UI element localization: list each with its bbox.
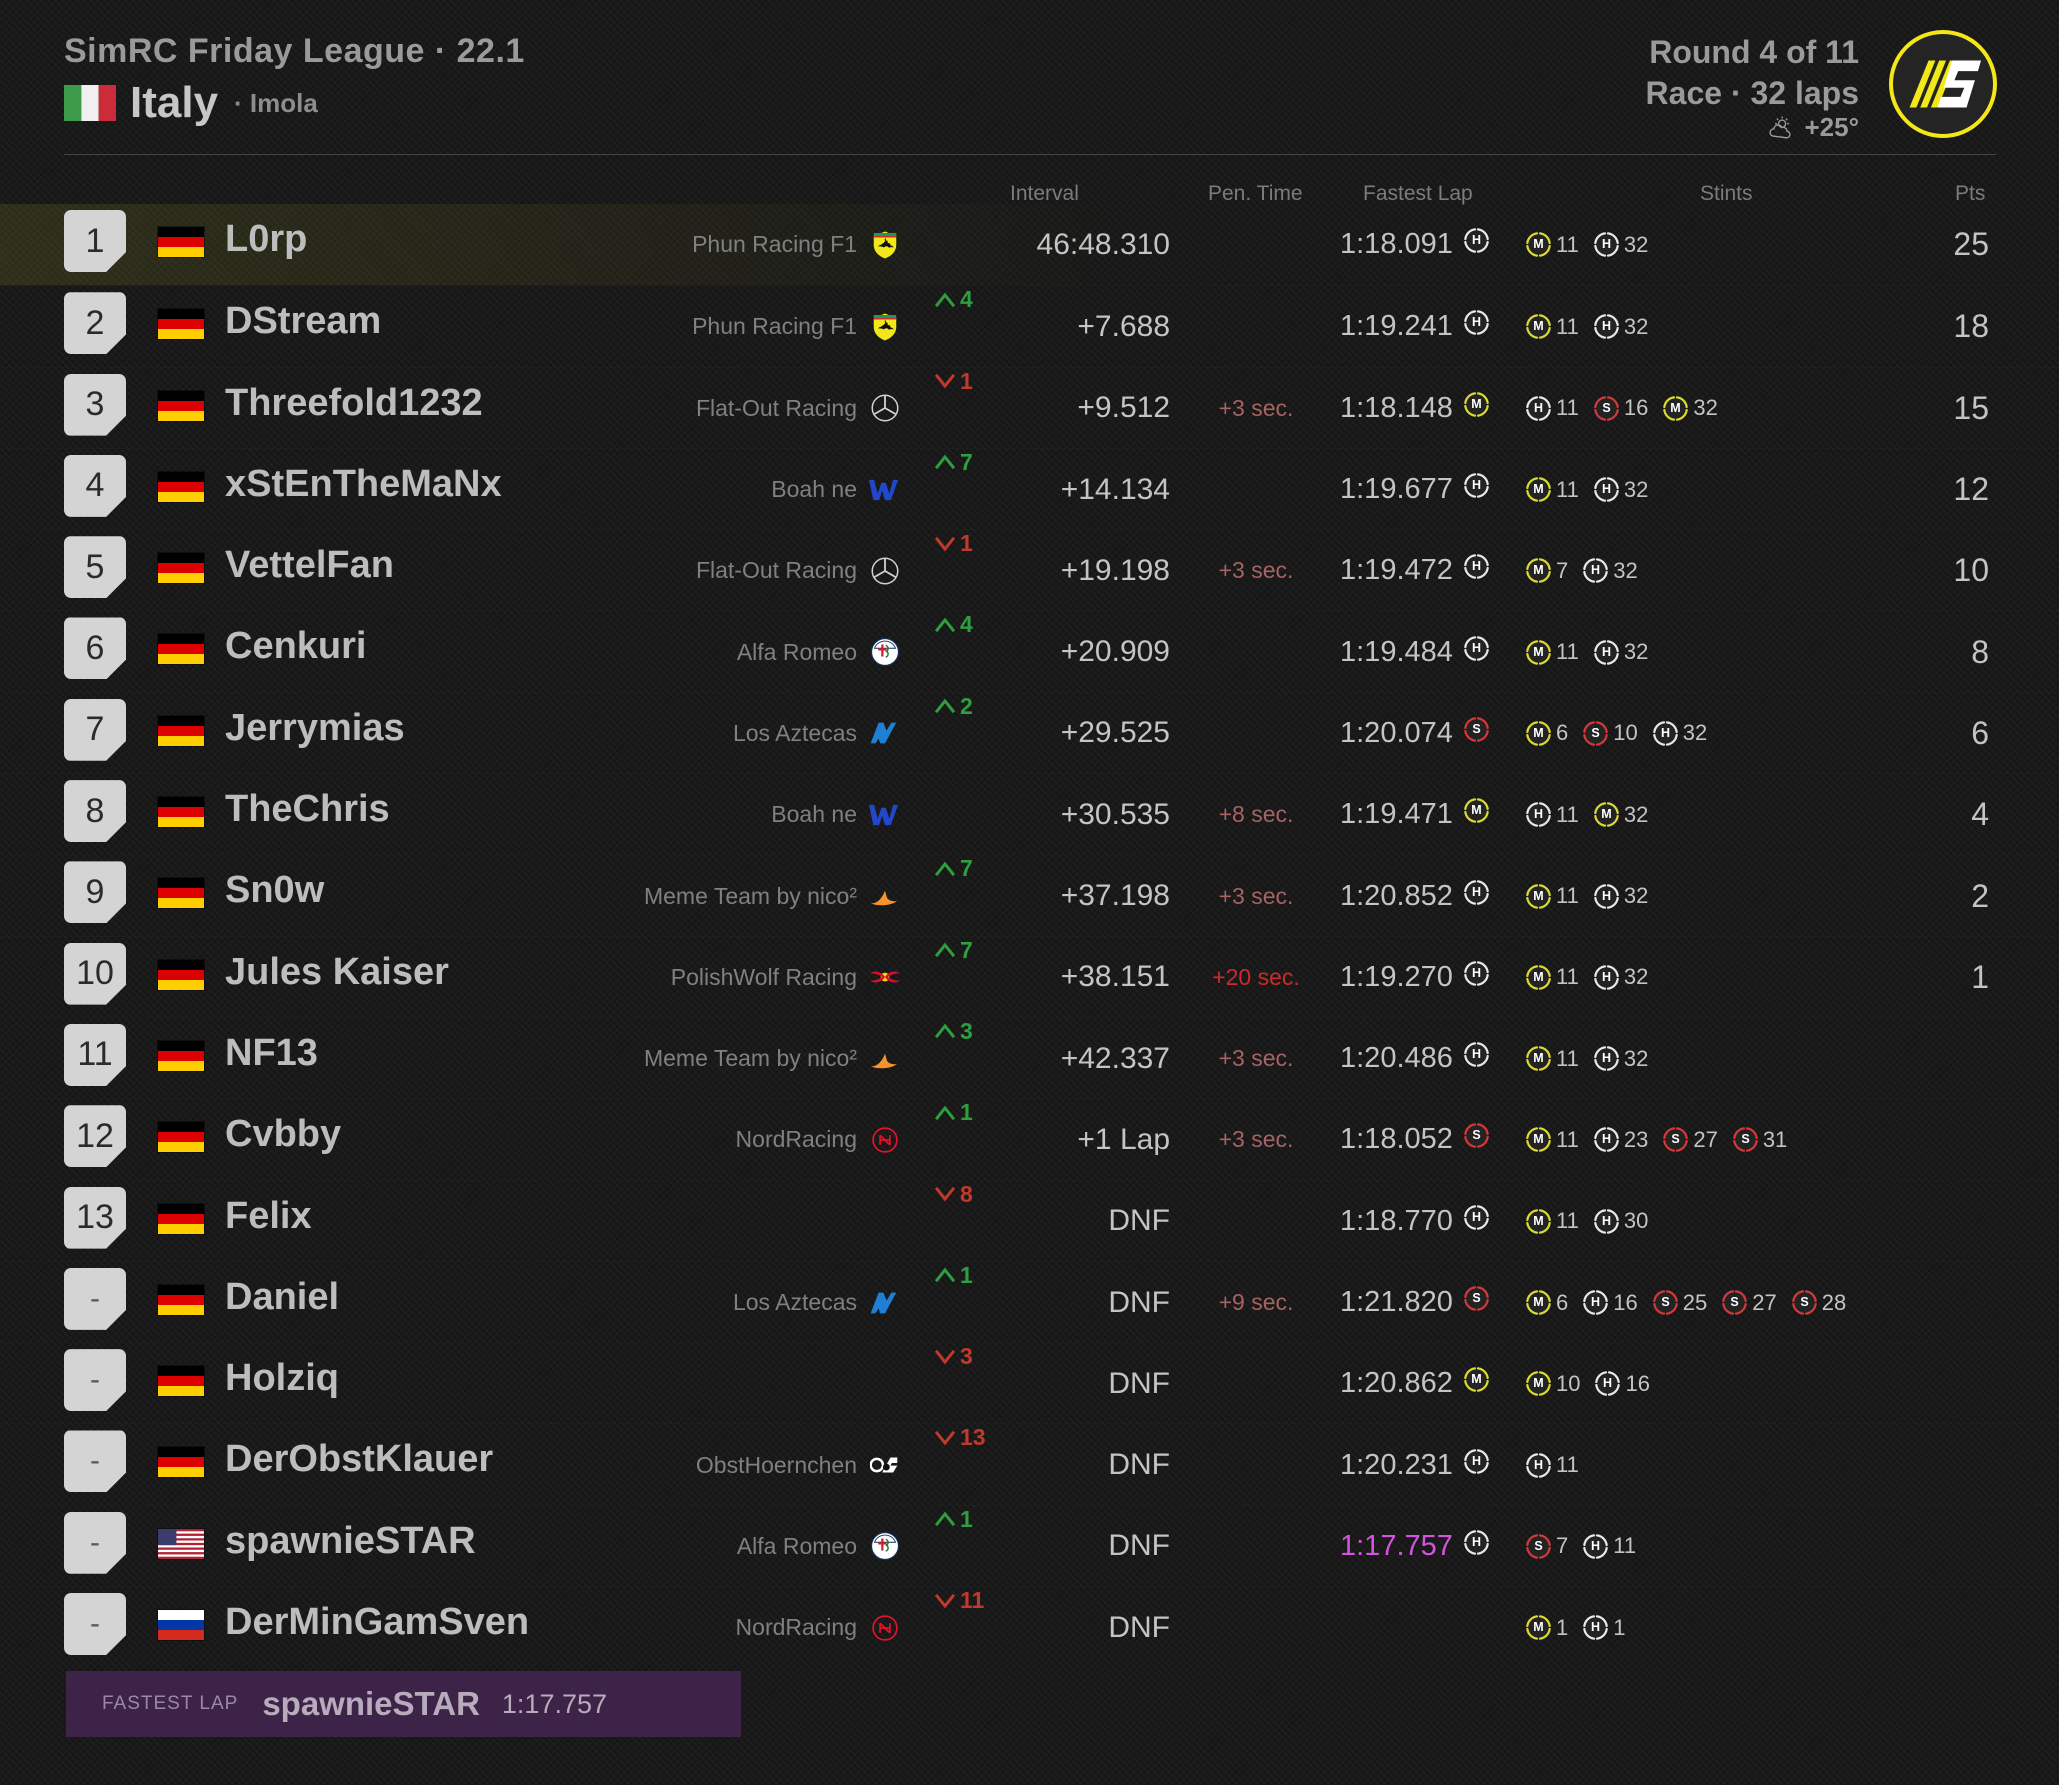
svg-text:H: H [1472,1210,1481,1224]
svg-text:H: H [1602,889,1611,903]
svg-text:M: M [1471,1372,1481,1386]
svg-text:H: H [1602,970,1611,984]
svg-text:H: H [1472,885,1481,899]
svg-text:M: M [1533,1051,1543,1065]
svg-text:M: M [1533,564,1543,578]
svg-text:H: H [1591,1620,1600,1634]
svg-text:H: H [1472,1535,1481,1549]
svg-text:H: H [1472,1454,1481,1468]
svg-text:H: H [1591,1295,1600,1309]
svg-text:H: H [1472,316,1481,330]
svg-text:M: M [1601,807,1611,821]
svg-text:M: M [1533,726,1543,740]
svg-text:H: H [1472,478,1481,492]
svg-text:S: S [1472,1129,1480,1143]
svg-text:M: M [1471,397,1481,411]
svg-text:H: H [1602,237,1611,251]
svg-text:H: H [1602,320,1611,334]
svg-text:M: M [1471,803,1481,817]
svg-text:S: S [1592,726,1600,740]
svg-text:S: S [1661,1295,1669,1309]
svg-text:M: M [1671,401,1681,415]
svg-text:M: M [1533,1620,1543,1634]
svg-text:H: H [1661,726,1670,740]
svg-text:S: S [1741,1133,1749,1147]
svg-text:S: S [1472,722,1480,736]
svg-text:M: M [1533,1376,1543,1390]
svg-text:S: S [1800,1295,1808,1309]
svg-text:S: S [1534,1539,1542,1553]
svg-text:H: H [1472,560,1481,574]
svg-text:H: H [1602,1133,1611,1147]
svg-text:S: S [1472,1291,1480,1305]
svg-text:M: M [1533,1133,1543,1147]
svg-text:H: H [1602,1214,1611,1228]
svg-text:H: H [1602,645,1611,659]
svg-text:H: H [1534,807,1543,821]
svg-text:M: M [1533,645,1543,659]
svg-text:S: S [1672,1133,1680,1147]
svg-text:H: H [1472,1047,1481,1061]
svg-text:H: H [1602,482,1611,496]
svg-text:H: H [1472,641,1481,655]
svg-text:M: M [1533,970,1543,984]
svg-text:M: M [1533,482,1543,496]
svg-text:M: M [1533,320,1543,334]
svg-text:M: M [1533,1295,1543,1309]
svg-text:H: H [1472,233,1481,247]
svg-text:H: H [1591,564,1600,578]
svg-text:H: H [1602,1051,1611,1065]
svg-text:M: M [1533,237,1543,251]
svg-text:H: H [1534,401,1543,415]
svg-text:S: S [1602,401,1610,415]
svg-text:H: H [1591,1539,1600,1553]
svg-text:M: M [1533,1214,1543,1228]
svg-text:M: M [1533,889,1543,903]
svg-text:H: H [1472,966,1481,980]
svg-text:H: H [1603,1376,1612,1390]
svg-text:S: S [1731,1295,1739,1309]
svg-text:H: H [1534,1458,1543,1472]
